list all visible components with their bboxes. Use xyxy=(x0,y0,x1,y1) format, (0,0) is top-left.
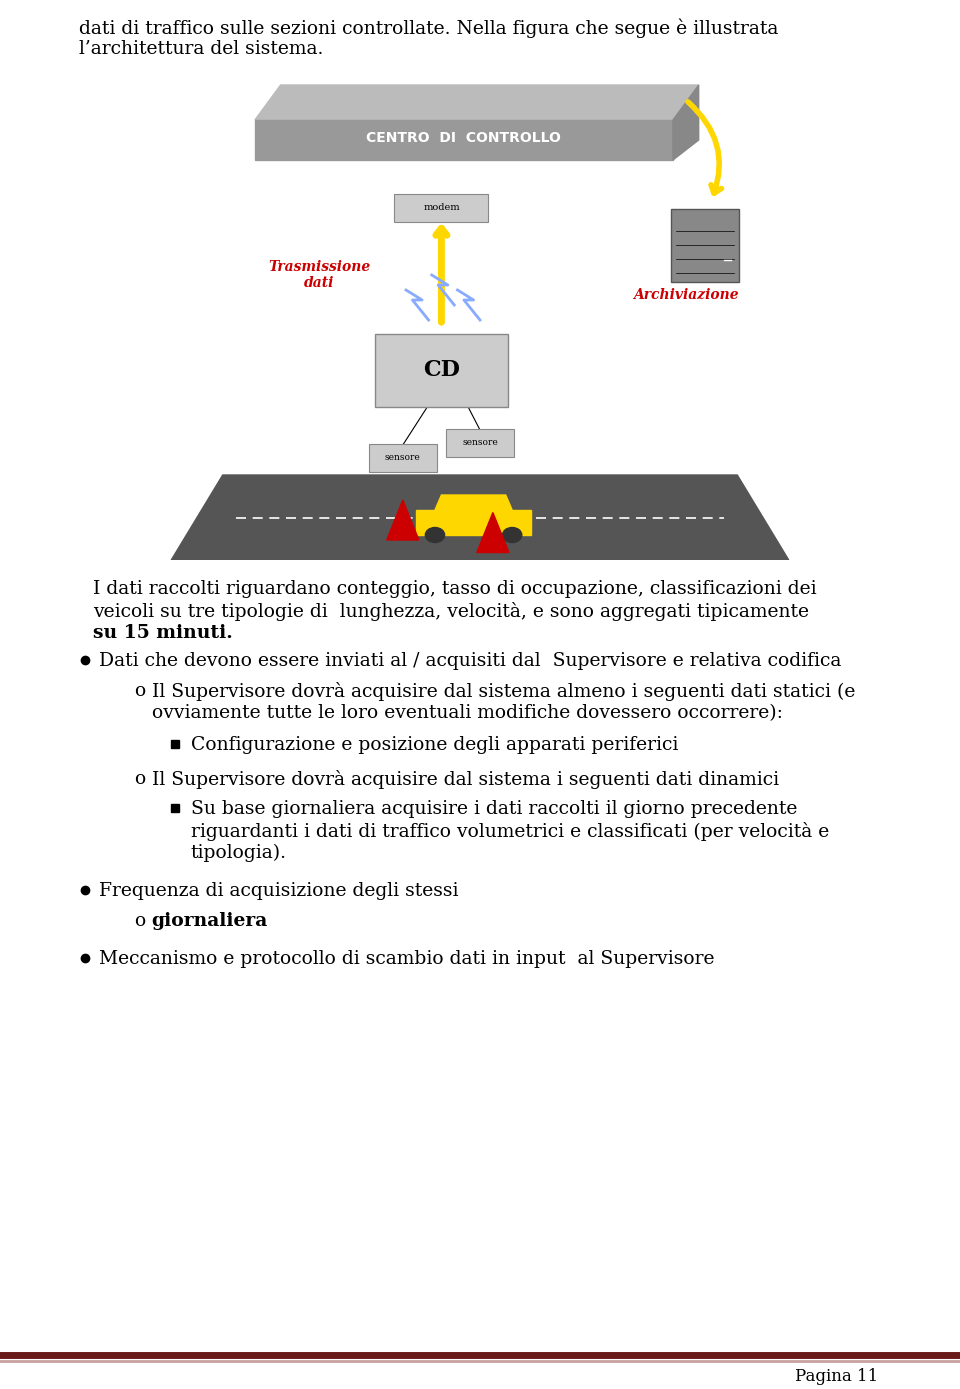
Text: l’architettura del sistema.: l’architettura del sistema. xyxy=(79,40,324,58)
Text: Il Supervisore dovrà acquisire dal sistema almeno i seguenti dati statici (e: Il Supervisore dovrà acquisire dal siste… xyxy=(152,682,855,701)
Text: o: o xyxy=(133,770,145,788)
Text: Archiviazione: Archiviazione xyxy=(633,288,738,301)
Text: su 15 minuti.: su 15 minuti. xyxy=(93,624,232,642)
Text: sensore: sensore xyxy=(385,453,420,463)
Text: dati di traffico sulle sezioni controllate. Nella figura che segue è illustrata: dati di traffico sulle sezioni controlla… xyxy=(79,18,779,38)
Text: ovviamente tutte le loro eventuali modifiche dovessero occorrere):: ovviamente tutte le loro eventuali modif… xyxy=(152,704,782,722)
Polygon shape xyxy=(387,500,419,540)
Text: o: o xyxy=(133,913,145,931)
Polygon shape xyxy=(416,510,532,535)
FancyBboxPatch shape xyxy=(671,208,739,282)
Circle shape xyxy=(425,528,444,543)
Text: Trasmissione
dati: Trasmissione dati xyxy=(268,260,371,290)
Text: tipologia).: tipologia). xyxy=(191,845,287,863)
Text: Il Supervisore dovrà acquisire dal sistema i seguenti dati dinamici: Il Supervisore dovrà acquisire dal siste… xyxy=(152,770,779,789)
Text: Configurazione e posizione degli apparati periferici: Configurazione e posizione degli apparat… xyxy=(191,736,678,754)
FancyArrowPatch shape xyxy=(688,101,722,193)
Text: modem: modem xyxy=(423,203,460,213)
Text: Dati che devono essere inviati al / acquisiti dal  Supervisore e relativa codifi: Dati che devono essere inviati al / acqu… xyxy=(99,651,841,669)
Polygon shape xyxy=(673,85,699,160)
FancyBboxPatch shape xyxy=(395,193,489,221)
Polygon shape xyxy=(477,513,509,553)
Text: I dati raccolti riguardano conteggio, tasso di occupazione, classificazioni dei: I dati raccolti riguardano conteggio, ta… xyxy=(93,581,816,599)
Text: giornaliera: giornaliera xyxy=(152,913,268,931)
Text: Frequenza di acquisizione degli stessi: Frequenza di acquisizione degli stessi xyxy=(99,882,458,900)
Text: sensore: sensore xyxy=(462,438,498,447)
Polygon shape xyxy=(171,475,789,560)
FancyArrowPatch shape xyxy=(436,228,447,322)
Text: CENTRO  DI  CONTROLLO: CENTRO DI CONTROLLO xyxy=(367,131,562,144)
Text: riguardanti i dati di traffico volumetrici e classificati (per velocità e: riguardanti i dati di traffico volumetri… xyxy=(191,822,829,840)
FancyBboxPatch shape xyxy=(375,333,508,407)
Text: CD: CD xyxy=(423,358,460,381)
Polygon shape xyxy=(435,494,513,510)
Polygon shape xyxy=(255,119,673,160)
Text: Su base giornaliera acquisire i dati raccolti il giorno precedente: Su base giornaliera acquisire i dati rac… xyxy=(191,800,797,818)
Text: veicoli su tre tipologie di  lunghezza, velocità, e sono aggregati tipicamente: veicoli su tre tipologie di lunghezza, v… xyxy=(93,601,808,621)
Text: Meccanismo e protocollo di scambio dati in input  al Supervisore: Meccanismo e protocollo di scambio dati … xyxy=(99,950,714,968)
FancyBboxPatch shape xyxy=(445,428,515,457)
Polygon shape xyxy=(255,85,699,119)
Text: o: o xyxy=(133,682,145,700)
FancyBboxPatch shape xyxy=(369,443,437,471)
Circle shape xyxy=(502,528,522,543)
Text: Pagina 11: Pagina 11 xyxy=(795,1368,878,1385)
